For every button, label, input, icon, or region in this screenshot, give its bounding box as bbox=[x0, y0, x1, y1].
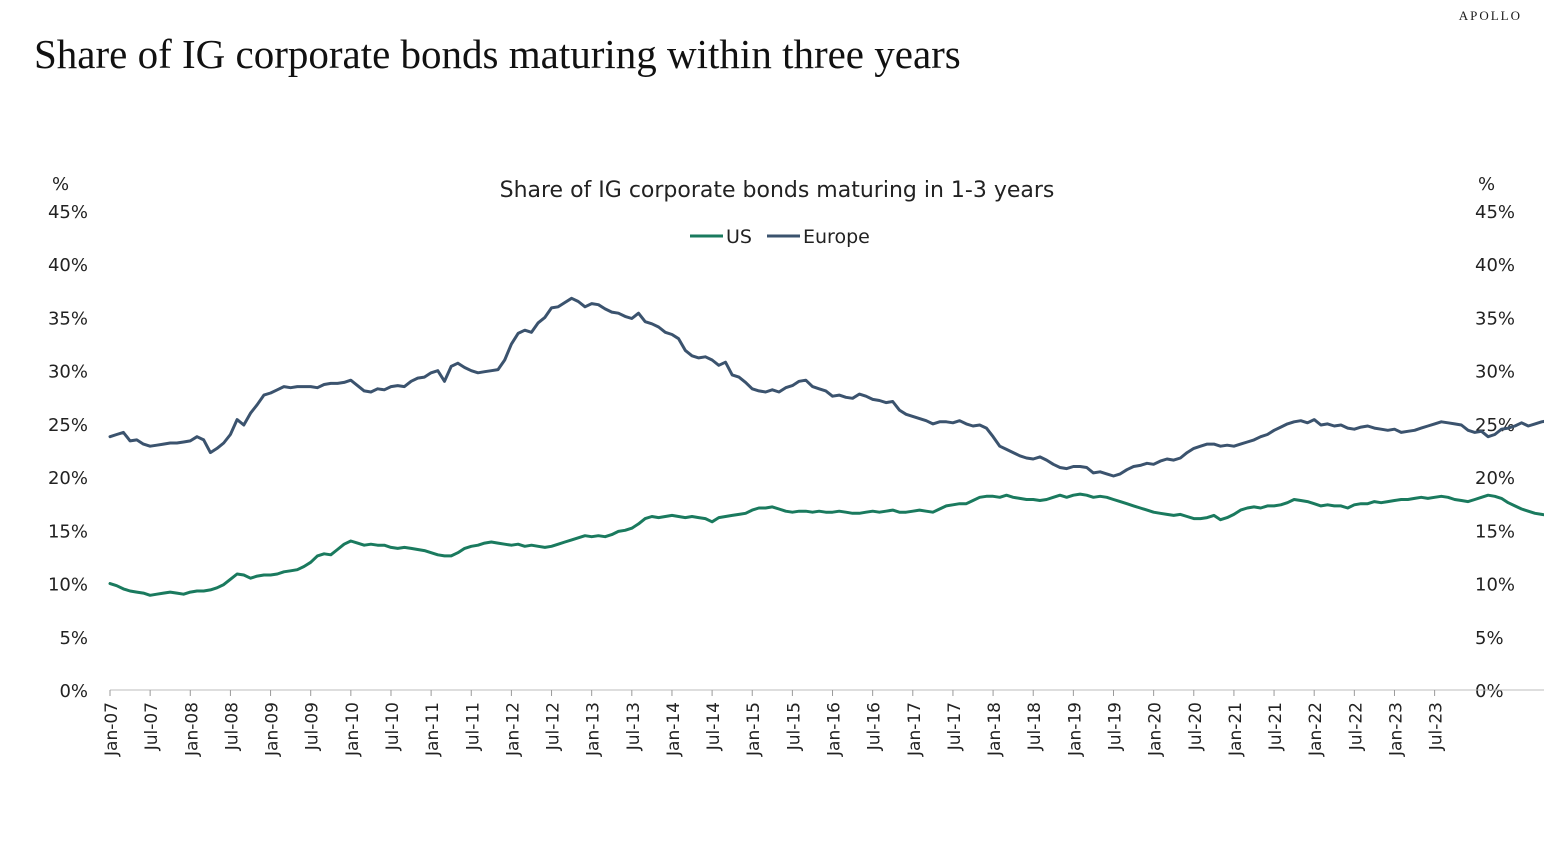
legend-label-europe: Europe bbox=[803, 226, 870, 248]
x-tick-label: Jul-08 bbox=[222, 702, 242, 751]
x-tick-label: Jul-13 bbox=[624, 702, 644, 751]
x-tick-label: Jan-17 bbox=[905, 702, 925, 757]
x-tick-label: Jul-19 bbox=[1106, 702, 1126, 751]
y-tick-right-label: 40% bbox=[1475, 255, 1515, 276]
y-tick-left-label: 10% bbox=[48, 575, 88, 596]
x-tick-label: Jul-12 bbox=[544, 702, 564, 751]
x-tick-label: Jan-23 bbox=[1386, 702, 1406, 757]
legend: US Europe bbox=[690, 226, 870, 248]
x-tick-label: Jul-17 bbox=[945, 702, 965, 751]
x-tick-label: Jan-14 bbox=[664, 702, 684, 757]
y-tick-left-label: 45% bbox=[48, 202, 88, 223]
x-tick-label: Jul-09 bbox=[303, 702, 323, 751]
series-line-us bbox=[108, 492, 1544, 597]
y-tick-right-label: 25% bbox=[1475, 415, 1515, 436]
y-tick-left-label: 20% bbox=[48, 468, 88, 489]
y-tick-right-label: 45% bbox=[1475, 202, 1515, 223]
y-tick-left-label: 30% bbox=[48, 362, 88, 383]
x-tick-label: Jan-21 bbox=[1226, 702, 1246, 757]
x-tick-label: Jan-09 bbox=[263, 702, 283, 757]
y-axis-unit-left: % bbox=[52, 174, 69, 195]
x-tick-label: Jan-10 bbox=[343, 702, 363, 757]
legend-label-us: US bbox=[726, 226, 752, 248]
x-tick-label: Jul-20 bbox=[1186, 702, 1206, 751]
x-tick-label: Jan-18 bbox=[985, 702, 1005, 757]
x-tick-label: Jan-12 bbox=[503, 702, 523, 757]
y-tick-right-label: 10% bbox=[1475, 575, 1515, 596]
y-axis-left: 0% 5% 10% 15% 20% 25% 30% 35% 40% 45% bbox=[48, 202, 88, 702]
y-tick-left-label: 0% bbox=[59, 681, 88, 702]
x-tick-label: Jan-08 bbox=[182, 702, 202, 757]
y-axis-unit-right: % bbox=[1478, 174, 1495, 195]
chart-title: Share of IG corporate bonds maturing in … bbox=[500, 178, 1055, 203]
x-tick-label: Jan-22 bbox=[1306, 702, 1326, 757]
series-line-europe bbox=[108, 296, 1544, 478]
y-tick-left-label: 25% bbox=[48, 415, 88, 436]
y-tick-right-label: 0% bbox=[1475, 681, 1504, 702]
y-tick-left-label: 35% bbox=[48, 308, 88, 329]
x-tick-label: Jul-11 bbox=[463, 702, 483, 751]
x-tick-label: Jan-07 bbox=[102, 702, 122, 757]
x-tick-label: Jan-11 bbox=[423, 702, 443, 757]
x-tick-label: Jul-16 bbox=[865, 702, 885, 751]
page-title: Share of IG corporate bonds maturing wit… bbox=[34, 31, 961, 77]
y-tick-right-label: 30% bbox=[1475, 362, 1515, 383]
y-tick-right-label: 20% bbox=[1475, 468, 1515, 489]
y-tick-right-label: 5% bbox=[1475, 628, 1504, 649]
x-tick-label: Jul-14 bbox=[704, 702, 724, 751]
y-axis-right: 0% 5% 10% 15% 20% 25% 30% 35% 40% 45% bbox=[1475, 202, 1515, 702]
x-tick-label: Jan-16 bbox=[825, 702, 845, 757]
x-tick-label: Jan-13 bbox=[584, 702, 604, 757]
x-tick-label: Jul-10 bbox=[383, 702, 403, 751]
x-tick-label: Jul-22 bbox=[1346, 702, 1366, 751]
y-tick-right-label: 15% bbox=[1475, 521, 1515, 542]
x-axis: Jan-07 Jul-07 Jan-08 Jul-08 Jan-09 Jul-09 Jan-… bbox=[102, 689, 1544, 757]
y-tick-right-label: 35% bbox=[1475, 308, 1515, 329]
y-tick-left-label: 40% bbox=[48, 255, 88, 276]
x-tick-label: Jan-15 bbox=[744, 702, 764, 757]
brand-logo: APOLLO bbox=[1458, 8, 1522, 23]
x-tick-label: Jul-23 bbox=[1427, 702, 1447, 751]
x-tick-label: Jul-15 bbox=[784, 702, 804, 751]
x-tick-label: Jul-07 bbox=[142, 702, 162, 751]
y-tick-left-label: 5% bbox=[59, 628, 88, 649]
x-tick-label: Jul-21 bbox=[1266, 702, 1286, 751]
y-tick-left-label: 15% bbox=[48, 521, 88, 542]
x-tick-label: Jan-19 bbox=[1065, 702, 1085, 757]
x-tick-label: Jan-20 bbox=[1146, 702, 1166, 757]
x-tick-label: Jul-18 bbox=[1025, 702, 1045, 751]
series-layer bbox=[108, 296, 1544, 597]
